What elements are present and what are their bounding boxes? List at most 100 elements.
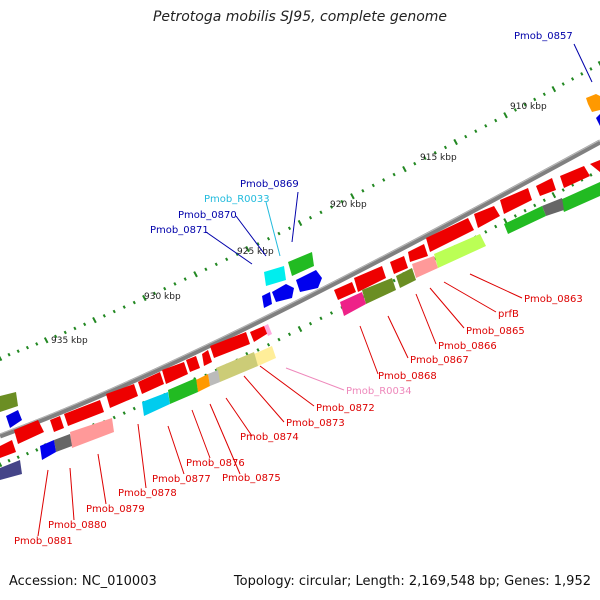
gene-label-pmob-0877[interactable]: Pmob_0877 [152,474,211,485]
gene-arrow-upper-8[interactable] [390,256,408,274]
scale-dot [16,349,20,353]
gene-label-pmob-0881[interactable]: Pmob_0881 [14,536,73,547]
gene-arrow-upper-5[interactable] [474,206,500,228]
gene-arrow-lower-15[interactable] [196,374,210,392]
genome-backbone-highlight [0,139,600,435]
scale-dot [308,215,313,220]
gene-arrow-lower-18[interactable] [70,418,114,448]
leader-r0033 [265,201,281,257]
gene-arrow-lower-20[interactable] [40,440,56,460]
gene-arrow-lower-r0034[interactable] [264,324,272,336]
gene-label-prfb[interactable]: prfB [498,309,519,320]
gene-arrow-lower-9[interactable] [50,416,64,432]
scale-dot [43,337,49,344]
gene-label-pmob-0880[interactable]: Pmob_0880 [48,520,107,531]
gene-arrow-lower-6[interactable] [138,372,164,394]
gene-arrow-upper-13[interactable] [504,206,546,234]
scale-dot [287,332,292,337]
gene-arrow-lower-8[interactable] [64,400,104,426]
scale-dot [371,183,375,188]
gene-arrow-lower-16[interactable] [168,378,198,404]
gene-label-pmob-0875[interactable]: Pmob_0875 [222,473,281,484]
gene-label-pmob-0872[interactable]: Pmob_0872 [316,403,375,414]
gene-arrow-r0033[interactable] [264,266,286,286]
gene-label-pmob-0868[interactable]: Pmob_0868 [378,371,437,382]
gene-label-pmob-0874[interactable]: Pmob_0874 [240,432,299,443]
leader-0881 [37,469,49,537]
gene-arrow-0871[interactable] [262,292,272,308]
leader-0880 [69,467,75,521]
gene-label-pmob-0870[interactable]: Pmob_0870 [178,210,237,221]
gene-arrow-lower-21[interactable] [0,460,22,480]
gene-arrow-upper-12[interactable] [542,198,564,216]
gene-label-pmob-0869[interactable]: Pmob_0869 [240,179,299,190]
map-title: Petrotoga mobilis SJ95, complete genome [152,9,448,25]
gene-arrow-lower-7[interactable] [106,384,138,408]
scale-dot [35,342,39,346]
scale-dot [214,262,218,267]
gene-arrow-upper-14[interactable] [434,234,486,268]
scale-dot [361,189,365,193]
gene-arrow-lower-5[interactable] [162,362,188,384]
scale-dot [329,205,334,209]
gene-arrow-top-blue[interactable] [596,114,600,126]
gene-label-pmob-0863[interactable]: Pmob_0863 [524,294,583,305]
gene-label-pmob-0867[interactable]: Pmob_0867 [410,355,469,366]
gene-arrow-lower-2[interactable] [210,332,250,358]
gene-label-pmob-r0034[interactable]: Pmob_R0034 [346,386,412,397]
gene-arrow-upper-7[interactable] [408,244,428,262]
gene-arrow-0870b[interactable] [296,270,322,292]
gene-label-pmob-0857[interactable]: Pmob_0857 [514,31,573,42]
gene-arrow-upper-6[interactable] [426,218,474,252]
gene-arrow-lower-17[interactable] [142,392,170,416]
scale-dot [523,208,527,213]
gene-arrow-upper-3[interactable] [560,166,590,188]
leader-0879 [97,453,107,505]
gene-arrow-upper-2[interactable] [536,178,556,196]
scale-dot [484,124,488,128]
gene-arrow-upper-15[interactable] [412,256,438,278]
scale-dot [277,231,281,236]
gene-arrow-upper-16[interactable] [396,268,416,288]
gene-arrow-upper-10[interactable] [334,282,356,300]
scale-dot [392,172,396,177]
gene-arrow-lower-10[interactable] [14,420,44,444]
gene-arrow-lower-11[interactable] [0,440,16,458]
gene-arrow-0857[interactable] [586,94,600,112]
gene-label-pmob-0873[interactable]: Pmob_0873 [286,418,345,429]
scale-dot [542,198,546,203]
scale-dot [122,305,126,309]
gene-arrow-lower-14[interactable] [208,370,220,386]
gene-label-pmob-0866[interactable]: Pmob_0866 [438,341,497,352]
gene-arrow-lower-19[interactable] [54,434,72,452]
scale-dot [561,82,565,86]
scale-dot [533,97,537,102]
gene-label-pmob-0878[interactable]: Pmob_0878 [118,488,177,499]
gene-arrow-lower-13[interactable] [216,352,258,382]
gene-arrow-lower-12[interactable] [254,346,276,366]
gene-arrow-upper-18[interactable] [340,292,366,316]
gene-arrow-lower-3[interactable] [202,350,212,366]
gene-arrow-lower-1[interactable] [250,326,270,342]
scale-dot [25,451,30,456]
gene-arrow-left-blue[interactable] [6,410,22,428]
gene-arrow-0869[interactable] [288,252,314,276]
gene-label-pmob-0865[interactable]: Pmob_0865 [466,326,525,337]
gene-arrow-upper-4[interactable] [590,160,600,172]
gene-label-pmob-0871[interactable]: Pmob_0871 [150,225,209,236]
scale-dot [54,334,58,339]
gene-arrow-left-olive[interactable] [0,392,18,412]
gene-arrow-upper-1[interactable] [500,188,532,214]
gene-arrow-upper-9[interactable] [354,266,386,292]
scale-dot [513,108,517,112]
gene-arrow-upper-17[interactable] [362,278,396,304]
gene-arrow-upper-11[interactable] [560,182,600,212]
gene-label-pmob-r0033[interactable]: Pmob_R0033 [204,194,270,205]
scale-dot [112,309,116,314]
gene-label-pmob-0876[interactable]: Pmob_0876 [186,458,245,469]
scale-dot [245,245,250,253]
gene-arrow-0870[interactable] [272,284,294,302]
gene-label-pmob-0879[interactable]: Pmob_0879 [86,504,145,515]
gene-arrow-lower-4[interactable] [186,356,200,372]
